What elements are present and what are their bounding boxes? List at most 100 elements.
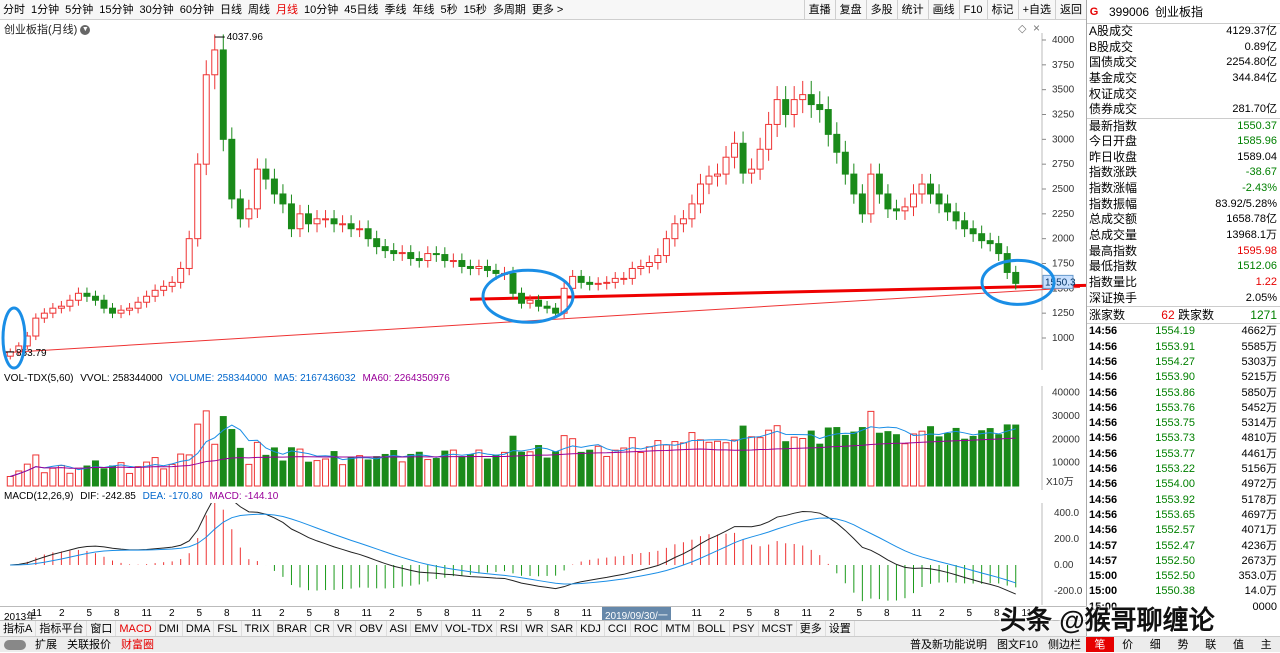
up-label: 涨家数 (1089, 308, 1126, 323)
toggle-icon[interactable] (4, 639, 26, 650)
bottom-tab[interactable]: 财富圈 (121, 638, 154, 651)
indicator-tab[interactable]: OBV (356, 620, 387, 637)
toolbar-button[interactable]: F10 (958, 0, 987, 20)
candle-body (449, 260, 457, 263)
macd-dif-line (10, 503, 1016, 595)
period-tab[interactable]: 分时 (3, 3, 25, 16)
x-tick-label: 11 (691, 608, 702, 619)
indicator-tab[interactable]: MCST (759, 620, 797, 637)
period-tab[interactable]: 15秒 (463, 3, 487, 16)
indicator-tab[interactable]: VR (334, 620, 357, 637)
tick-price: 1553.65 (1155, 508, 1195, 521)
stat-value: 1595.98 (1237, 244, 1277, 257)
period-tab[interactable]: 5秒 (440, 3, 458, 16)
indicator-tab[interactable]: PSY (730, 620, 759, 637)
quote-tab[interactable]: 笔 (1086, 637, 1114, 652)
period-tab[interactable]: 5分钟 (65, 3, 94, 16)
toolbar-right: 直播 复盘 多股 统计 画线 F10 标记 +自选 返回 (803, 0, 1086, 20)
highlight-circle (481, 268, 575, 324)
indicator-tab[interactable]: ROC (631, 620, 663, 637)
volume-bar (790, 436, 798, 487)
tick-list[interactable]: 14:56 1554.19 4662万 14:56 1553.91 5585万 14:56 1… (1087, 324, 1280, 615)
toolbar-button[interactable]: +自选 (1017, 0, 1055, 20)
period-tab[interactable]: 15分钟 (99, 3, 134, 16)
candle-body (884, 193, 892, 210)
period-tab[interactable]: 1分钟 (31, 3, 60, 16)
indicator-tab[interactable]: DMI (156, 620, 183, 637)
macd-chart[interactable]: 400.0 200.0 0.00 -200.0 (0, 503, 1086, 605)
candle-body (705, 175, 713, 185)
indicator-tab[interactable]: 窗口 (87, 620, 117, 637)
period-tab[interactable]: 年线 (412, 3, 435, 16)
indicator-tab[interactable]: CR (311, 620, 335, 637)
indicator-tab[interactable]: 指标A (0, 620, 37, 637)
period-tab[interactable]: 周线 (248, 3, 270, 16)
indicator-tab[interactable]: BRAR (274, 620, 312, 637)
indicator-tab[interactable]: BOLL (694, 620, 730, 637)
period-tab[interactable]: 季线 (384, 3, 407, 16)
toolbar-button[interactable]: 多股 (865, 0, 897, 20)
bottom-tab[interactable]: 关联报价 (67, 638, 111, 651)
indicator-tab[interactable]: DMA (183, 620, 215, 637)
bottom-tab[interactable]: 扩展 (35, 638, 57, 651)
toolbar-button[interactable]: 返回 (1055, 0, 1086, 20)
indicator-tab[interactable]: TRIX (242, 620, 274, 637)
tick-price: 1553.92 (1155, 493, 1195, 506)
period-tab[interactable]: 30分钟 (139, 3, 174, 16)
toolbar-button[interactable]: 复盘 (834, 0, 866, 20)
candle-body (543, 305, 551, 309)
bottom-right-item[interactable]: 侧边栏 (1048, 638, 1081, 651)
close-icon[interactable]: × (1033, 21, 1041, 35)
indicator-tab[interactable]: WR (522, 620, 548, 637)
quote-tab[interactable]: 细 (1149, 639, 1161, 651)
toolbar-button[interactable]: 直播 (803, 0, 835, 20)
volume-bar (569, 438, 577, 487)
gear-icon[interactable]: ◇ (1018, 23, 1027, 35)
toolbar-button[interactable]: 标记 (986, 0, 1018, 20)
toolbar-button[interactable]: 统计 (896, 0, 928, 20)
toolbar-button[interactable]: 画线 (927, 0, 959, 20)
quote-tab[interactable]: 联 (1205, 639, 1217, 651)
indicator-tab[interactable]: MTM (662, 620, 695, 637)
bottom-right-item[interactable]: 图文F10 (997, 638, 1038, 651)
volume-bar (236, 447, 244, 487)
period-tab[interactable]: 60分钟 (179, 3, 214, 16)
chevron-down-icon[interactable]: ▼ (80, 25, 91, 36)
indicator-tab[interactable]: 指标平台 (36, 620, 88, 637)
tick-volume: 4461万 (1241, 447, 1277, 460)
candle-body (816, 104, 824, 111)
period-tab[interactable]: 10分钟 (304, 3, 339, 16)
vol-tick-label: 20000 (1052, 434, 1080, 445)
volume-bar (1003, 424, 1011, 487)
period-tab[interactable]: 45日线 (344, 3, 379, 16)
indicator-tab[interactable]: CCI (605, 620, 631, 637)
quote-tab[interactable]: 价 (1122, 639, 1134, 651)
period-tab[interactable]: 更多 > (531, 3, 564, 16)
tick-time: 14:56 (1089, 340, 1118, 353)
indicator-tab[interactable]: 更多 (797, 620, 826, 637)
indicator-tab[interactable]: ASI (387, 620, 412, 637)
indicator-tab[interactable]: KDJ (577, 620, 605, 637)
period-tab[interactable]: 多周期 (492, 3, 526, 16)
candle-body (526, 299, 534, 304)
stat-label: 最新指数 (1089, 119, 1138, 134)
indicator-tab[interactable]: MACD (116, 620, 156, 637)
period-tab[interactable]: 月线 (276, 3, 298, 16)
volume-bar (500, 451, 508, 487)
indicator-tab[interactable]: FSL (214, 620, 242, 637)
volume-bar (91, 460, 99, 487)
quote-tab[interactable]: 势 (1177, 639, 1189, 651)
period-tab[interactable]: 日线 (220, 3, 242, 16)
indicator-tab[interactable]: VOL-TDX (442, 620, 497, 637)
indicator-tab[interactable]: SAR (548, 620, 578, 637)
quote-tab[interactable]: 主 (1260, 639, 1272, 651)
bottom-right-item[interactable]: 普及新功能说明 (910, 638, 988, 651)
candlestick-chart[interactable]: 4000 3750 3500 3250 3000 2750 2500 2250 2000 1750… (0, 33, 1086, 370)
indicator-tab[interactable]: 设置 (826, 620, 855, 637)
indicator-tab[interactable]: EMV (411, 620, 443, 637)
volume-chart[interactable]: 40000 30000 20000 10000 X10万 (0, 386, 1086, 490)
quote-tab[interactable]: 值 (1232, 639, 1244, 651)
indicator-tab[interactable]: RSI (497, 620, 523, 637)
x-tick-label: 8 (994, 608, 1000, 619)
tick-volume: 4810万 (1241, 432, 1277, 445)
